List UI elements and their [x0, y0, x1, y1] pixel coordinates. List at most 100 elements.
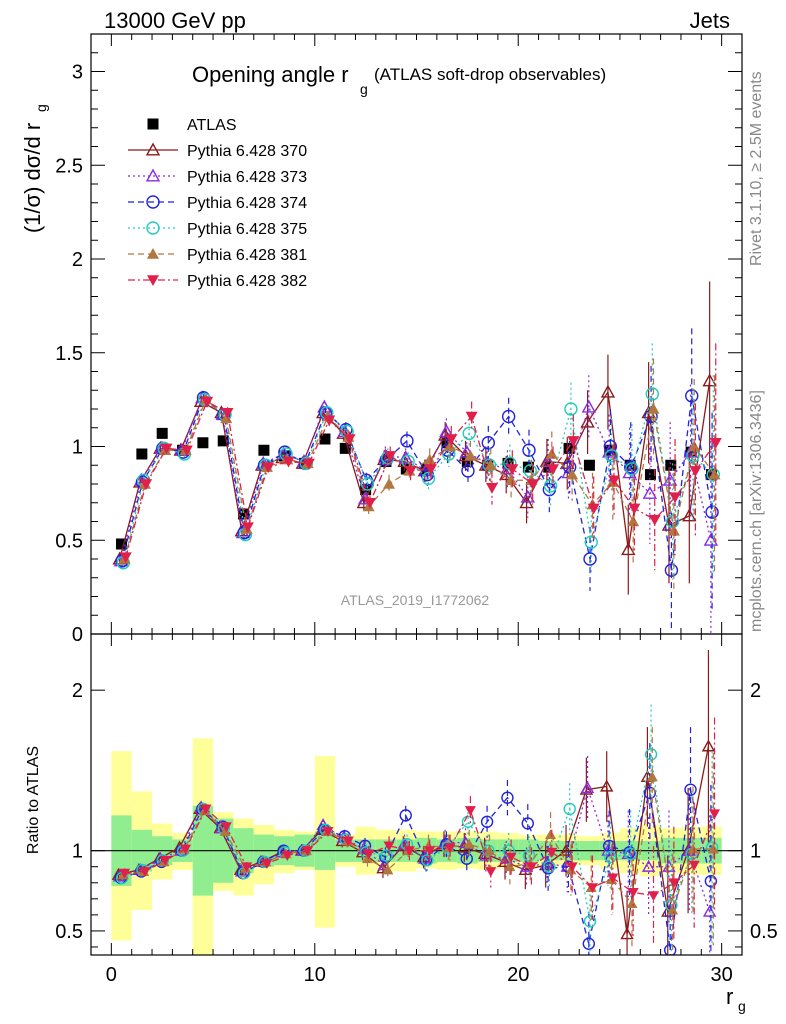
data-point — [624, 847, 637, 861]
data-point — [299, 456, 314, 471]
atlas-data-point — [522, 461, 534, 473]
data-point — [441, 841, 454, 854]
data-point — [380, 849, 393, 862]
data-point — [647, 403, 660, 414]
y-tick-label: 0 — [72, 624, 83, 646]
data-point — [563, 802, 576, 816]
data-point — [281, 851, 293, 861]
legend-marker — [147, 275, 159, 286]
data-point — [682, 508, 697, 522]
data-point — [377, 858, 391, 871]
data-point — [620, 927, 634, 940]
data-point — [423, 453, 436, 465]
atlas-data-point — [136, 448, 148, 460]
legend-label: Pythia 6.428 373 — [187, 169, 307, 186]
data-point — [669, 492, 682, 504]
atlas-data-point — [380, 456, 392, 467]
data-point — [461, 464, 475, 478]
energy-label: 13000 GeV pp — [104, 8, 246, 33]
data-point — [444, 843, 456, 853]
data-point — [445, 434, 458, 445]
series-line — [119, 380, 711, 560]
x-axis-title-subscript: g — [738, 998, 746, 1014]
legend-entry: Pythia 6.428 374 — [128, 195, 307, 212]
data-point — [624, 460, 638, 474]
data-point — [119, 868, 131, 879]
data-point — [261, 859, 273, 870]
data-point — [701, 739, 716, 752]
series-pythia-6-428-382 — [119, 343, 722, 571]
data-point — [642, 485, 658, 499]
data-point — [545, 829, 557, 840]
data-point — [482, 458, 497, 472]
data-point — [505, 474, 518, 486]
data-point — [361, 853, 373, 864]
data-point — [424, 846, 436, 857]
series-line — [121, 395, 713, 571]
data-point — [241, 862, 253, 873]
data-point — [363, 497, 376, 509]
x-axis-title: r — [726, 984, 733, 1009]
legend-marker — [145, 168, 161, 182]
data-point — [607, 873, 619, 884]
data-point — [201, 396, 214, 408]
data-point — [566, 862, 578, 873]
data-point — [139, 867, 151, 878]
data-point — [709, 809, 721, 820]
data-point — [400, 434, 414, 448]
data-point — [685, 389, 699, 403]
y-axis-title-text: (1/σ) dσ/d r — [20, 123, 45, 233]
data-point — [262, 462, 275, 474]
data-point — [581, 399, 597, 413]
legend-marker — [146, 221, 160, 235]
data-point — [464, 449, 477, 461]
data-point — [547, 464, 560, 475]
atlas-data-point — [238, 508, 250, 520]
legend-label: Pythia 6.428 370 — [187, 143, 307, 160]
legend-marker — [146, 195, 160, 209]
data-point — [180, 844, 192, 855]
data-point — [383, 841, 395, 852]
legend-marker — [147, 248, 159, 259]
legend-marker — [147, 118, 159, 130]
legend-label: Pythia 6.428 382 — [187, 273, 307, 290]
atlas-data-point — [563, 442, 575, 454]
series-line — [124, 807, 716, 897]
data-point — [241, 522, 254, 534]
data-point — [688, 860, 700, 871]
rivet-version-label: Rivet 3.1.10, ≥ 2.5M events — [748, 71, 765, 266]
data-point — [684, 783, 697, 796]
data-point — [525, 862, 537, 873]
y-axis-title: (1/σ) dσ/d r g — [20, 104, 49, 233]
data-point — [668, 878, 680, 889]
data-point — [299, 844, 312, 857]
data-point — [541, 862, 555, 875]
ratio-y-tick-label-left: 2 — [72, 680, 83, 702]
x-tick-label: 20 — [507, 964, 529, 986]
data-point — [545, 448, 558, 459]
data-point — [119, 552, 132, 564]
atlas-data-point — [583, 459, 595, 471]
data-point — [706, 467, 721, 482]
data-point — [382, 864, 394, 875]
atlas-data-point — [156, 427, 168, 439]
data-point — [219, 825, 231, 836]
atlas-data-point — [339, 442, 351, 454]
data-point — [687, 843, 699, 854]
atlas-data-point — [665, 459, 677, 471]
data-point — [627, 515, 640, 527]
data-point — [584, 535, 598, 549]
data-point — [159, 855, 171, 866]
atlas-data-point — [685, 446, 697, 458]
legend: ATLAS Pythia 6.428 370 Pythia 6.428 373 Pyt… — [128, 117, 307, 290]
data-point — [703, 532, 719, 546]
data-point — [462, 426, 476, 441]
data-point — [140, 479, 153, 490]
data-point — [582, 937, 596, 950]
data-point — [444, 440, 457, 452]
data-point — [543, 860, 556, 873]
legend-entry: Pythia 6.428 373 — [128, 168, 307, 186]
data-point — [683, 444, 698, 458]
data-point — [586, 883, 598, 894]
